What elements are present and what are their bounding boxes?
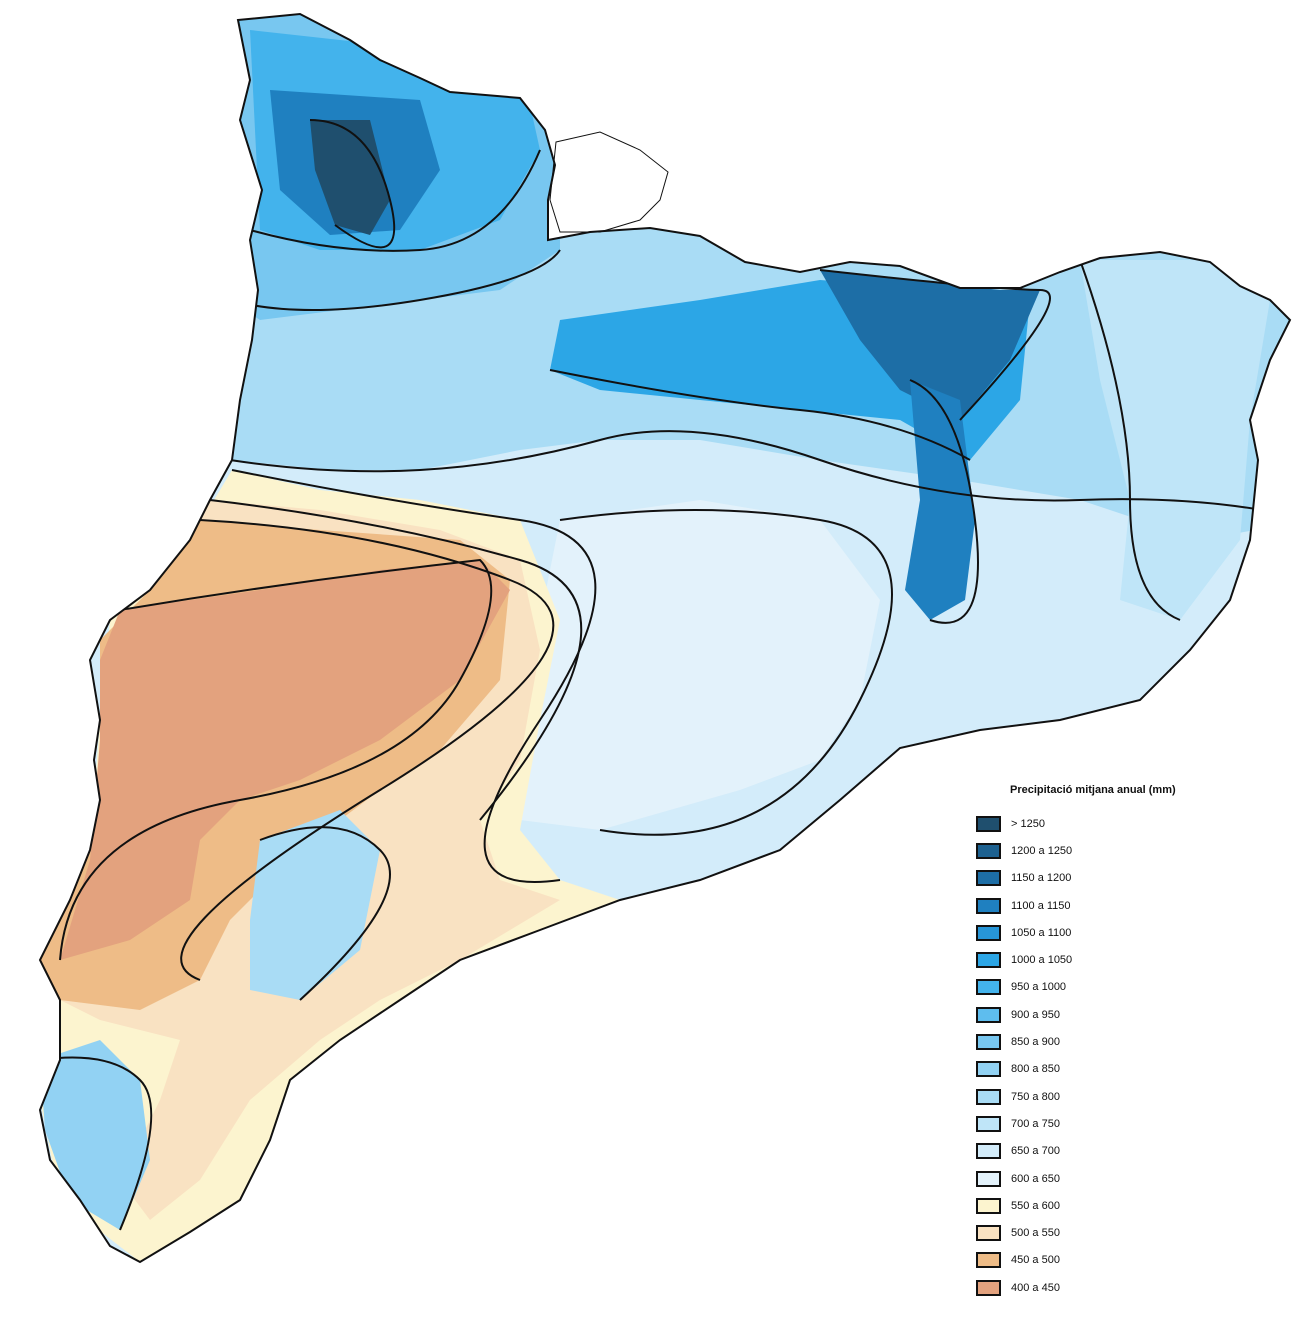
isohyet-line [259,826,391,1001]
legend-title: Precipitació mitjana anual (mm) [1010,784,1176,796]
legend-label: 750 a 800 [1011,1090,1060,1103]
legend-item: 1150 a 1200 [976,865,1196,892]
legend-item: 600 a 650 [976,1165,1196,1192]
legend-label: 1000 a 1050 [1011,954,1073,967]
legend-item: 450 a 500 [976,1247,1196,1274]
legend-item: 1200 a 1250 [976,837,1196,864]
legend-item: 1050 a 1100 [976,919,1196,946]
isohyet-line [549,369,971,461]
legend-swatch [976,815,1001,832]
legend-label: 950 a 1000 [1011,981,1067,994]
isohyet-lines [40,119,1290,1231]
legend-swatch [976,952,1001,969]
legend-swatch [976,1115,1001,1132]
legend-swatch [976,979,1001,996]
legend-item: 850 a 900 [976,1028,1196,1055]
legend-swatch [976,1088,1001,1105]
legend-item: 1000 a 1050 [976,946,1196,973]
isohyet-line [559,509,893,836]
legend-item: 400 a 450 [976,1274,1196,1301]
legend-item: 550 a 600 [976,1192,1196,1219]
legend-item: > 1250 [976,810,1196,837]
isohyet-line [229,249,561,311]
zone-sw-400-450 [60,560,510,960]
legend-label: 400 a 450 [1011,1281,1060,1294]
legend-item: 1100 a 1150 [976,892,1196,919]
legend-label: 800 a 850 [1011,1063,1060,1076]
legend-swatch [976,1225,1001,1242]
legend-label: 600 a 650 [1011,1172,1060,1185]
legend-swatch [976,1143,1001,1160]
legend-label: 1200 a 1250 [1011,844,1073,857]
legend-swatch [976,1034,1001,1051]
zone-east-1150-1200 [820,270,1040,420]
isohyet-line [909,379,979,624]
legend-swatch [976,1197,1001,1214]
andorra-area [549,131,669,233]
legend-swatch [976,842,1001,859]
legend-list: > 1250 1200 a 1250 1150 a 1200 1100 a 1150 1… [976,810,1196,1301]
legend-label: > 1250 [1011,817,1045,830]
legend-swatch [976,1061,1001,1078]
isohyet-line [1079,259,1181,621]
legend-item: 700 a 750 [976,1110,1196,1137]
legend-label: 500 a 550 [1011,1227,1060,1240]
legend-label: 550 a 600 [1011,1199,1060,1212]
zone-ne-coast [1080,260,1270,620]
isohyet-line [229,430,1290,521]
legend-item: 650 a 700 [976,1138,1196,1165]
legend-label: 1150 a 1200 [1011,872,1072,885]
legend-swatch [976,1170,1001,1187]
isohyet-line [59,558,493,961]
legend-swatch [976,897,1001,914]
legend-item: 900 a 950 [976,1001,1196,1028]
legend-item: 950 a 1000 [976,974,1196,1001]
legend-swatch [976,1252,1001,1269]
legend: Precipitació mitjana anual (mm) > 1250 12… [976,784,1196,1301]
catalonia-outline [38,12,1292,1264]
isohyet-line [819,269,1051,421]
legend-swatch [976,924,1001,941]
legend-label: 1100 a 1150 [1011,899,1071,912]
legend-swatch [976,1279,1001,1296]
isohyet-line [40,1056,153,1231]
isohyet-line [180,519,555,981]
isohyet-line [231,469,597,883]
legend-label: 900 a 950 [1011,1008,1060,1021]
legend-label: 700 a 750 [1011,1117,1060,1130]
legend-label: 850 a 900 [1011,1036,1060,1049]
legend-item: 500 a 550 [976,1219,1196,1246]
isohyet-line [249,149,541,252]
legend-label: 1050 a 1100 [1011,926,1072,939]
isohyet-line [309,119,396,249]
legend-label: 450 a 500 [1011,1254,1060,1267]
legend-item: 800 a 850 [976,1056,1196,1083]
legend-item: 750 a 800 [976,1083,1196,1110]
zone-north-peak [310,120,390,235]
legend-swatch [976,870,1001,887]
legend-swatch [976,1006,1001,1023]
isohyet-line [209,499,583,821]
legend-label: 650 a 700 [1011,1145,1060,1158]
